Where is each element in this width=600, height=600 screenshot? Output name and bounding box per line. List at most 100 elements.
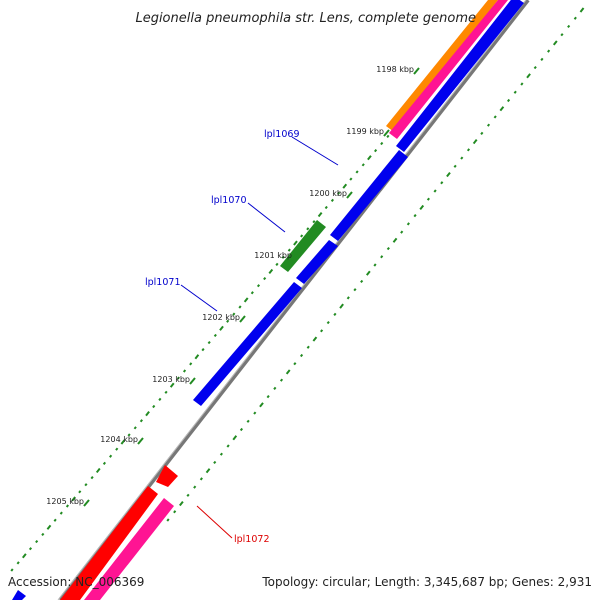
tick-mark [239, 315, 246, 323]
gc-dot [326, 320, 330, 325]
gc-dot [299, 353, 304, 358]
gc-dot [540, 57, 544, 61]
gc-dot [189, 362, 193, 366]
gc-dot [259, 402, 264, 408]
gene-label-lpl1069[interactable]: lpl1069 [264, 129, 300, 140]
gc-dot [337, 191, 341, 195]
gc-dot [194, 354, 200, 360]
gc-dot [317, 212, 323, 218]
gene-label-lpl1071[interactable]: lpl1071 [145, 277, 181, 288]
gc-dot [78, 490, 82, 494]
cds-feature-lpl1070[interactable] [296, 240, 338, 284]
gc-dot [560, 33, 564, 37]
gc-dot [293, 240, 298, 246]
rna-feature-pink-bottom[interactable] [84, 498, 174, 600]
gc-dot [273, 386, 277, 390]
gc-dot [419, 204, 425, 210]
pink-rna-feature[interactable] [389, 0, 508, 139]
gc-dot [28, 547, 33, 551]
tick-mark [383, 129, 390, 137]
gene-label-lpl1070[interactable]: lpl1070 [211, 195, 247, 206]
tick-label: 1198 kbp [376, 65, 414, 74]
gc-dot [287, 248, 291, 252]
gc-dot [250, 291, 254, 295]
gc-dot [238, 305, 242, 309]
gc-dot [179, 500, 184, 507]
gc-dot [84, 483, 88, 487]
gc-dot [426, 197, 430, 201]
gc-dot [320, 329, 324, 333]
gc-dot [243, 297, 249, 303]
gc-dot [342, 183, 348, 189]
gc-dot [281, 255, 285, 259]
gc-dot [433, 189, 437, 193]
tick-label: 1201 kbp [254, 251, 292, 260]
gc-dot [232, 312, 236, 316]
gene-labels: lpl1069 lpl1070 lpl1071 lpl1072 [145, 129, 339, 545]
gene-label-lpl1072[interactable]: lpl1072 [234, 534, 270, 545]
genome-backbone [57, 0, 530, 600]
gc-dot [533, 65, 537, 70]
gc-dot [139, 419, 143, 423]
tick-mark [346, 191, 353, 199]
gc-dot [239, 427, 244, 432]
gc-dot [205, 468, 211, 474]
orange-feature[interactable] [386, 0, 498, 132]
green-feature-lpl1070[interactable] [280, 220, 326, 272]
gc-dot [201, 348, 205, 352]
gc-dot [330, 198, 334, 202]
gc-dot [232, 435, 238, 441]
gc-dot [207, 340, 211, 345]
gc-dot [253, 411, 257, 415]
gc-dot [246, 419, 250, 423]
gc-dot [380, 141, 384, 146]
gc-dot [365, 270, 371, 276]
gc-dot [300, 234, 304, 238]
tick-label: 1203 kbp [152, 375, 190, 384]
gc-dot [339, 303, 344, 309]
tick-mark [291, 253, 298, 261]
gc-dot [285, 369, 291, 375]
gc-dot [256, 284, 261, 288]
gc-dot [266, 395, 270, 399]
cds-feature-lpl1069[interactable] [330, 150, 408, 241]
gc-dot [65, 504, 70, 508]
cds-feature-lpl1072[interactable] [156, 465, 178, 487]
gc-dot [166, 518, 170, 522]
gc-dot [102, 461, 106, 465]
gc-dot [440, 181, 444, 185]
gc-dot [120, 439, 126, 445]
gc-dot [413, 214, 417, 218]
gc-dot [226, 319, 230, 323]
gc-dot [453, 164, 457, 168]
gc-dot [164, 390, 168, 394]
tick-label: 1202 kbp [202, 313, 240, 322]
gc-dot [35, 539, 39, 544]
accession-text: Accession: NC_006369 [8, 575, 144, 589]
cds-feature-lpl1071[interactable] [193, 282, 302, 406]
gc-dot [346, 296, 350, 300]
tick-mark [83, 499, 90, 507]
upper-feature-track [280, 0, 508, 272]
forward-strand-track [12, 0, 524, 600]
gc-dot [446, 171, 451, 178]
gc-dot [506, 98, 511, 103]
cds-feature-red-large[interactable] [60, 486, 158, 600]
gc-dot [579, 7, 585, 13]
gc-dot [486, 123, 491, 127]
tick-mark [413, 67, 420, 75]
cds-feature-top[interactable] [396, 0, 524, 152]
cds-feature-bottom[interactable] [12, 590, 26, 600]
gc-dot [182, 369, 187, 373]
gc-dot [499, 106, 505, 112]
genome-summary-text: Topology: circular; Length: 3,345,687 bp… [261, 575, 592, 589]
gc-dot [312, 220, 316, 224]
gc-dot [169, 382, 175, 388]
gc-dot [213, 460, 217, 465]
gc-dot [199, 477, 203, 481]
gc-dot [472, 139, 478, 145]
gc-dot [293, 362, 297, 366]
gc-dot [547, 49, 551, 53]
gc-dot [16, 561, 20, 565]
